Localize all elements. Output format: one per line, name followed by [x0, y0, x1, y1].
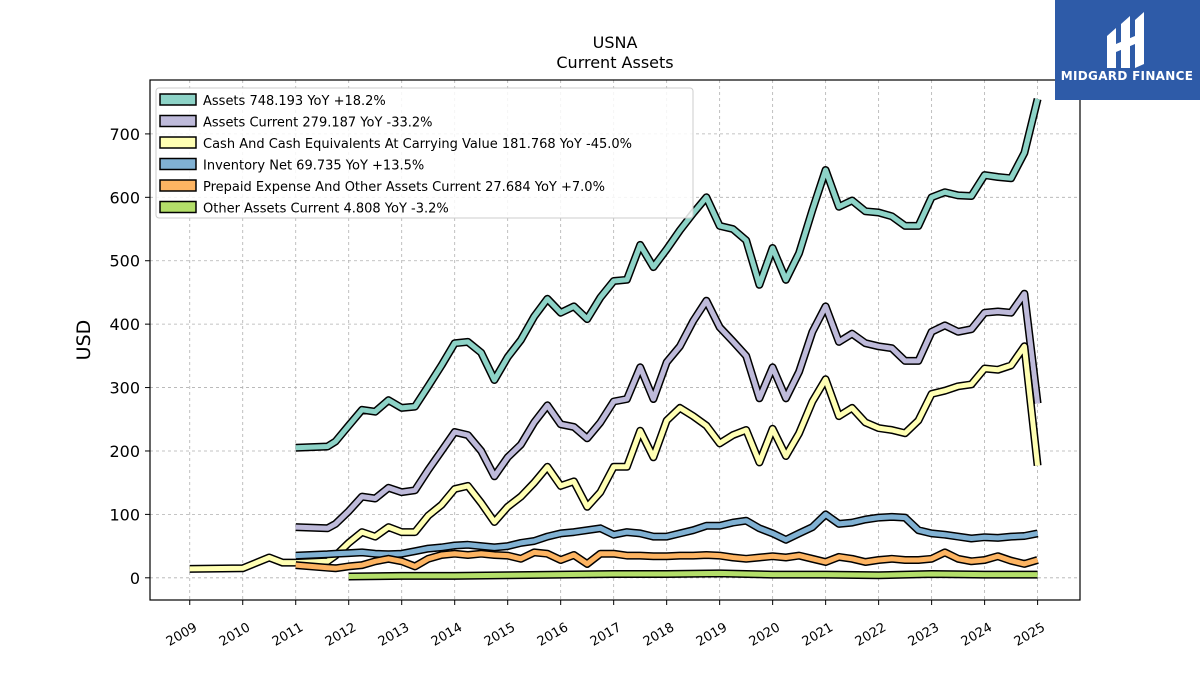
y-tick-label: 200 [109, 442, 140, 461]
x-tick-label: 2014 [429, 620, 465, 650]
legend-swatch [159, 157, 197, 171]
x-tick-label: 2016 [535, 620, 571, 650]
x-tick-label: 2021 [800, 620, 836, 650]
x-tick-label: 2023 [906, 620, 942, 650]
y-tick-label: 300 [109, 379, 140, 398]
legend-item: Assets Current 279.187 YoY -33.2% [159, 114, 433, 131]
legend-item: Inventory Net 69.735 YoY +13.5% [159, 157, 424, 174]
chart-subtitle: Current Assets [556, 53, 673, 72]
legend-item: Cash And Cash Equivalents At Carrying Va… [159, 136, 632, 152]
series-3 [295, 510, 1039, 560]
x-tick-label: 2013 [376, 620, 412, 650]
x-tick-label: 2024 [959, 620, 995, 650]
x-tick-label: 2012 [323, 620, 359, 650]
x-tick-label: 2010 [217, 620, 253, 650]
x-tick-label: 2017 [588, 620, 624, 650]
legend-swatch [159, 136, 197, 149]
legend-label: Prepaid Expense And Other Assets Current… [203, 180, 605, 195]
logo-text: MIDGARD FINANCE [1061, 69, 1193, 83]
legend-label: Inventory Net 69.735 YoY +13.5% [203, 159, 424, 174]
legend-box [155, 87, 694, 219]
series-line [348, 570, 1038, 579]
series-0 [295, 98, 1042, 452]
midgard-finance-logo: MIDGARD FINANCE [1055, 0, 1200, 100]
series-2 [189, 342, 1042, 573]
series-lines [189, 98, 1042, 581]
legend-swatch [159, 114, 197, 128]
series-line [295, 549, 1039, 571]
y-tick-label: 500 [109, 252, 140, 271]
series-line [295, 511, 1039, 559]
legend-item: Other Assets Current 4.808 YoY -3.2% [159, 200, 449, 217]
series-line [295, 98, 1041, 451]
series-line [189, 343, 1041, 572]
x-tick-label: 2019 [694, 620, 730, 650]
x-tick-label: 2015 [482, 620, 518, 650]
legend: Assets 748.193 YoY +18.2% Assets Current … [155, 87, 694, 219]
y-tick-label: 700 [109, 125, 140, 144]
series-5 [348, 569, 1038, 581]
x-tick-label: 2020 [747, 620, 783, 650]
x-tick-label: 2025 [1012, 620, 1048, 650]
logo-mark-icon [1107, 12, 1144, 68]
legend-label: Cash And Cash Equivalents At Carrying Va… [203, 137, 632, 152]
chart-title: USNA [593, 33, 638, 52]
y-tick-label: 100 [109, 505, 140, 524]
series-line [295, 291, 1041, 531]
y-axis-label: USD [73, 320, 95, 361]
y-tick-label: 0 [130, 569, 140, 588]
plot-frame [149, 79, 1081, 601]
legend-label: Other Assets Current 4.808 YoY -3.2% [203, 202, 449, 217]
legend-swatch [159, 179, 197, 192]
x-tick-label: 2011 [270, 620, 306, 650]
legend-item: Prepaid Expense And Other Assets Current… [159, 179, 605, 195]
series-4 [295, 548, 1039, 573]
y-tick-label: 600 [109, 188, 140, 207]
legend-swatch [159, 200, 197, 214]
legend-label: Assets Current 279.187 YoY -33.2% [203, 116, 433, 131]
y-tick-label: 400 [109, 315, 140, 334]
legend-label: Assets 748.193 YoY +18.2% [203, 94, 386, 109]
y-axis-ticks: 0 100 200 300 400 500 600 700 [109, 125, 150, 588]
series-1 [295, 289, 1042, 533]
x-tick-label: 2009 [164, 620, 200, 650]
x-tick-label: 2022 [853, 620, 889, 650]
x-tick-label: 2018 [641, 620, 677, 650]
x-axis-ticks: 2009 2010 2011 2012 2013 2014 2015 2016 2017 2018… [164, 600, 1048, 650]
legend-item: Assets 748.193 YoY +18.2% [159, 93, 386, 109]
legend-swatch [159, 93, 197, 106]
